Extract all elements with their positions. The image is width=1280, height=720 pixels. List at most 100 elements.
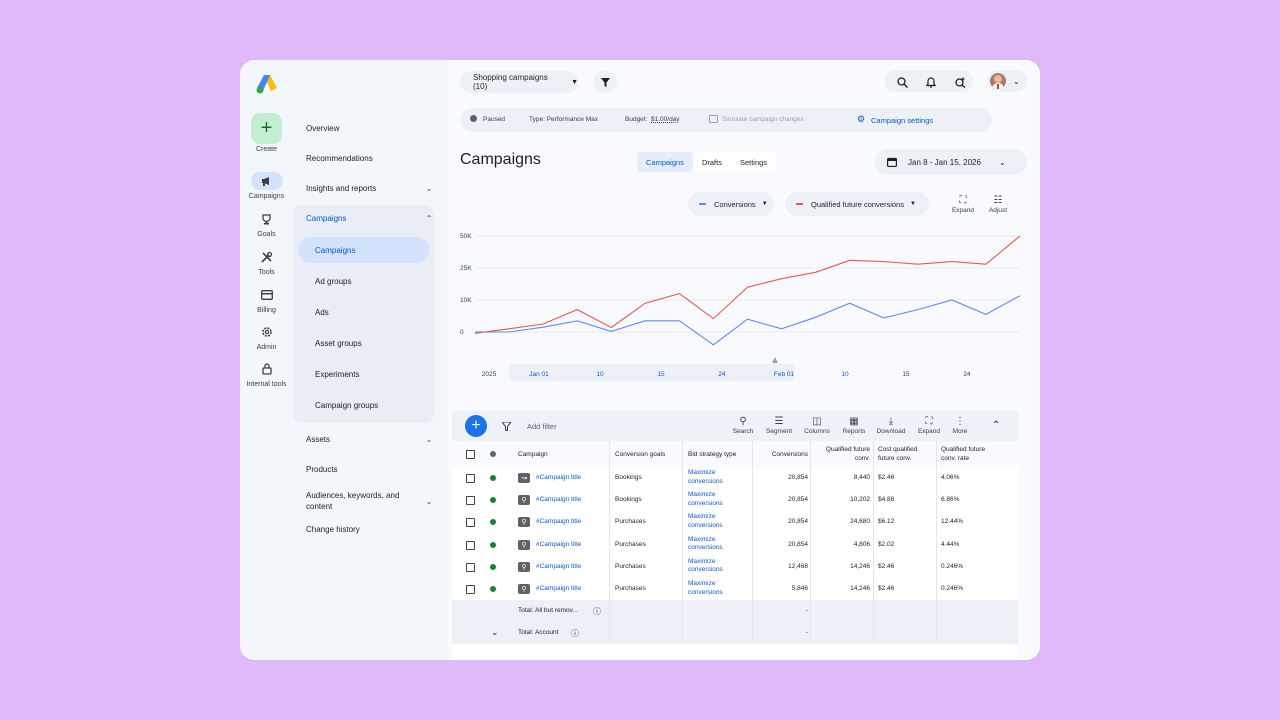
rail-item-goals[interactable]: Goals (240, 210, 293, 239)
nav-item-recommendations[interactable]: Recommendations (306, 154, 373, 163)
campaign-settings-link[interactable]: Campaign settings (871, 116, 934, 125)
campaign-title-link[interactable]: #Campaign title (536, 518, 582, 526)
toolbar-columns-button[interactable]: ◫ Columns (801, 415, 833, 435)
qualified-rate-value: 0.246% (941, 562, 964, 570)
qualified-value: 8,440 (853, 474, 870, 481)
filter-icon (600, 77, 610, 87)
credit-card-icon (251, 286, 283, 304)
tab-settings[interactable]: Settings (730, 152, 777, 172)
nav-sub-item-campaigns[interactable]: Campaigns (315, 246, 356, 255)
toolbar-reports-button[interactable]: ▦ Reports (838, 415, 870, 435)
campaign-title-link[interactable]: #Campaign title (536, 540, 582, 548)
header-campaign[interactable]: Campaign (518, 451, 548, 458)
chart-expand-button[interactable]: ⛶ Expand (951, 195, 975, 214)
row-checkbox[interactable] (466, 496, 475, 506)
bid-strategy-link[interactable]: Maximize conversions (688, 469, 723, 485)
search-icon[interactable] (892, 72, 912, 92)
rail-item-internal-tools[interactable]: Internal tools (240, 360, 293, 389)
row-checkbox[interactable] (466, 474, 475, 483)
tab-campaigns[interactable]: Campaigns (637, 152, 693, 172)
campaign-title-link[interactable]: #Campaign title (536, 562, 582, 570)
campaign-title-link[interactable]: #Campaign title (536, 496, 582, 504)
nav-sub-item-asset-groups[interactable]: Asset groups (315, 339, 362, 348)
total-row-all-but-removed: Total: All but remov... ⓘ - (452, 600, 1018, 622)
bid-strategy-link[interactable]: Maximize conversions (688, 513, 723, 529)
rail-item-billing[interactable]: Billing (240, 286, 293, 315)
row-checkbox[interactable] (466, 518, 475, 528)
cost-qualified-value: $2.46 (878, 474, 895, 481)
nav-item-products[interactable]: Products (306, 465, 338, 474)
header-cost-qualified[interactable]: Cost qualified future conv. (878, 446, 918, 462)
nav-sub-item-ad-groups[interactable]: Ad groups (315, 277, 352, 286)
search-campaign-icon: ⚲ (518, 517, 530, 528)
campaign-selector[interactable]: Shopping campaigns (10) ▼ (460, 71, 578, 93)
metric-selector-secondary[interactable]: Qualified future conversions ▼ (785, 192, 929, 216)
table-row[interactable]: ⚲ #Campaign title Purchases Maximize conver… (452, 511, 1018, 533)
nav-sub-item-experiments[interactable]: Experiments (315, 370, 360, 379)
metric-selector-primary[interactable]: Conversions ▼ (688, 192, 774, 216)
bid-strategy-link[interactable]: Maximize conversions (688, 557, 723, 574)
row-checkbox[interactable] (466, 562, 475, 572)
tab-drafts[interactable]: Drafts (692, 152, 731, 172)
rail-item-admin[interactable]: Admin (240, 323, 293, 352)
info-icon[interactable]: ⓘ (593, 607, 601, 616)
select-all-checkbox[interactable] (466, 450, 475, 459)
nav-item-campaigns-group[interactable]: Campaigns ⌃ (306, 214, 433, 223)
toolbar-download-button[interactable]: ⤓ Download (874, 415, 908, 435)
account-menu[interactable]: ⌄ (987, 70, 1027, 92)
y-tick-label: 50K (460, 233, 472, 240)
filter-button[interactable] (593, 71, 617, 93)
row-checkbox[interactable] (466, 585, 475, 594)
range-marker-icon[interactable] (772, 357, 778, 363)
chevron-down-icon[interactable]: ⌄ (491, 627, 499, 637)
toolbar-segment-button[interactable]: ☰ Segment (761, 415, 797, 435)
bid-strategy-link[interactable]: Maximize conversions (688, 491, 723, 507)
bell-icon[interactable] (921, 72, 941, 92)
toolbar-more-button[interactable]: ⋮ More (948, 415, 972, 435)
campaign-title-link[interactable]: #Campaign title (536, 474, 582, 481)
toolbar-search-button[interactable]: ⚲ Search (728, 415, 758, 435)
collapse-chevron-icon[interactable]: ⌃ (992, 420, 1001, 431)
row-checkbox[interactable] (466, 540, 475, 550)
table-row[interactable]: ⚲ #Campaign title Purchases Maximize conver… (452, 578, 1018, 600)
nav-sub-item-campaign-groups[interactable]: Campaign groups (315, 401, 379, 410)
header-conversion-goals[interactable]: Conversion goals (615, 451, 666, 458)
nav-item-insights[interactable]: Insights and reports ⌄ (306, 184, 433, 193)
nav-item-change-history[interactable]: Change history (306, 525, 360, 534)
toolbar-expand-button[interactable]: ⛶ Expand (915, 415, 943, 435)
nav-sub-item-ads[interactable]: Ads (315, 308, 329, 317)
header-bid-strategy[interactable]: Bid strategy type (688, 451, 737, 458)
more-vert-icon: ⋮ (955, 416, 965, 427)
main-content: Shopping campaigns (10) ▼ ⌄ Paused (447, 60, 1040, 660)
bid-strategy-link[interactable]: Maximize conversions (688, 535, 723, 552)
nav-item-overview[interactable]: Overview (306, 124, 340, 133)
app-window: + Create Campaigns Goals Tools Billing (240, 60, 1040, 660)
header-qualified-future-conv[interactable]: Qualified future conv. (825, 446, 870, 462)
nav-item-audiences[interactable]: Audiences, keywords, and content ⌄ (306, 491, 433, 511)
add-campaign-button[interactable]: + (465, 415, 487, 437)
expand-icon: ⛶ (959, 195, 967, 206)
rail-item-tools[interactable]: Tools (240, 248, 293, 277)
rail-item-campaigns[interactable]: Campaigns (240, 172, 293, 201)
simulate-campaign-changes[interactable]: Simulate campaign changes (722, 116, 804, 123)
table-row[interactable]: ⚲ #Campaign title Purchases Maximize conver… (452, 556, 1018, 578)
bid-strategy-link[interactable]: Maximize conversions (688, 580, 723, 596)
add-filter-input[interactable]: Add filter (527, 422, 557, 431)
header-conversions[interactable]: Conversions (771, 451, 808, 458)
table-row[interactable]: ⚲ #Campaign title Purchases Maximize conver… (452, 534, 1018, 556)
info-icon[interactable]: ⓘ (571, 629, 579, 638)
create-button[interactable]: + (251, 113, 282, 144)
filter-icon[interactable] (502, 422, 511, 431)
date-range-picker[interactable]: Jan 8 - Jan 15, 2026 ⌄ (875, 149, 1027, 175)
campaign-title-link[interactable]: #Campaign title (536, 585, 582, 592)
table-row[interactable]: ↝ #Campaign title Bookings Maximize convers… (452, 467, 1018, 489)
header-qualified-rate[interactable]: Qualified future conv. rate (941, 446, 986, 462)
budget-value[interactable]: $1.00/day (651, 116, 680, 123)
cost-qualified-value: $2.46 (878, 562, 895, 570)
table-row[interactable]: ⚲ #Campaign title Bookings Maximize convers… (452, 489, 1018, 511)
nav-item-assets[interactable]: Assets ⌄ (306, 435, 433, 444)
qualified-rate-value: 6.86% (941, 496, 960, 504)
chart-adjust-button[interactable]: ☷ Adjust (985, 195, 1011, 214)
qualified-value: 24,680 (850, 518, 870, 526)
help-search-icon[interactable] (950, 72, 970, 92)
